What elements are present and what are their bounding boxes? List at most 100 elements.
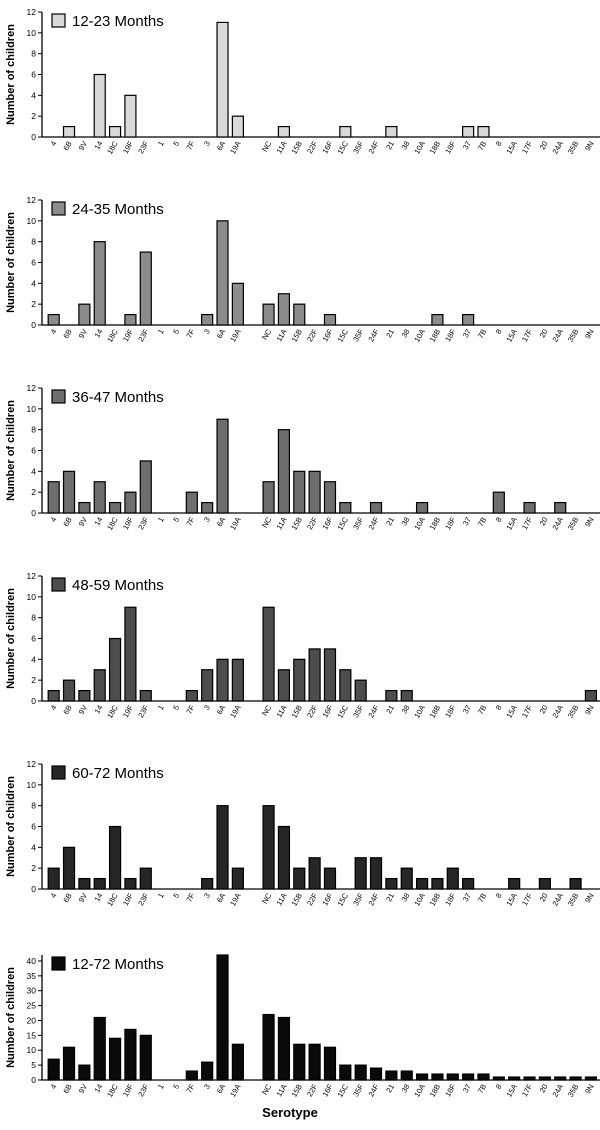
bar bbox=[231, 115, 244, 138]
bar bbox=[323, 867, 337, 890]
bar bbox=[62, 470, 76, 514]
bar bbox=[308, 1043, 321, 1081]
x-tick-label: 15B bbox=[290, 328, 304, 344]
bar bbox=[462, 313, 475, 326]
x-tick-label: 37 bbox=[461, 328, 473, 340]
x-tick-label: 35F bbox=[351, 703, 365, 719]
x-tick-label: 5 bbox=[171, 140, 181, 148]
x-tick-label: 18B bbox=[428, 892, 442, 908]
x-tick-label: 24A bbox=[550, 328, 564, 344]
y-tick-label: 8 bbox=[31, 801, 36, 811]
x-tick-label: 18C bbox=[105, 703, 120, 720]
bar bbox=[108, 1037, 122, 1081]
bar bbox=[231, 282, 244, 326]
bar bbox=[323, 648, 337, 702]
y-tick-label: 2 bbox=[31, 299, 36, 309]
bar bbox=[400, 867, 413, 890]
bar bbox=[185, 1070, 198, 1081]
bar bbox=[369, 501, 383, 514]
x-tick-label: 5 bbox=[171, 516, 181, 524]
x-tick-label: 15C bbox=[335, 327, 350, 344]
x-tick-label: 19F bbox=[121, 703, 135, 719]
bar bbox=[47, 481, 60, 514]
x-tick-label: 18C bbox=[105, 139, 120, 156]
bar bbox=[369, 1067, 383, 1081]
x-tick-label: 21 bbox=[384, 704, 396, 716]
x-tick-label: 3 bbox=[202, 704, 212, 712]
y-tick-label: 5 bbox=[31, 1060, 36, 1070]
x-tick-label: 18B bbox=[428, 704, 442, 720]
x-tick-label: 22F bbox=[305, 1082, 319, 1098]
x-tick-label: 38 bbox=[399, 1083, 411, 1095]
x-tick-label: 37 bbox=[461, 140, 473, 152]
x-tick-label: 1 bbox=[156, 704, 166, 712]
x-tick-label: 15C bbox=[335, 515, 350, 532]
bar bbox=[293, 470, 306, 514]
bar bbox=[62, 679, 76, 702]
x-tick-label: 16F bbox=[320, 515, 334, 531]
bar bbox=[62, 125, 76, 138]
bar bbox=[139, 251, 152, 326]
bar bbox=[277, 669, 291, 702]
x-tick-label: 7F bbox=[184, 703, 196, 715]
x-tick-label: 35F bbox=[351, 327, 365, 343]
x-tick-label: 7F bbox=[184, 327, 196, 339]
bar bbox=[201, 313, 214, 326]
bar bbox=[523, 1076, 536, 1081]
y-tick-label: 12 bbox=[27, 759, 37, 769]
x-tick-label: 10A bbox=[412, 1083, 426, 1099]
bar bbox=[277, 1016, 291, 1081]
x-tick-label: 14 bbox=[92, 892, 104, 904]
x-tick-label: 6B bbox=[61, 140, 73, 152]
x-tick-label: 7B bbox=[476, 704, 488, 716]
x-tick-label: 11A bbox=[274, 516, 288, 532]
bar bbox=[201, 877, 214, 890]
x-tick-label: 17F bbox=[520, 515, 534, 531]
y-tick-label: 0 bbox=[31, 132, 36, 142]
bar bbox=[277, 429, 291, 514]
x-tick-label: 15B bbox=[290, 704, 304, 720]
x-tick-label: 15B bbox=[290, 1083, 304, 1099]
x-tick-label: 19F bbox=[121, 139, 135, 155]
y-tick-label: 30 bbox=[27, 986, 37, 996]
x-tick-label: 21 bbox=[384, 328, 396, 340]
bar bbox=[277, 825, 291, 890]
bar bbox=[93, 669, 106, 702]
x-tick-label: 7B bbox=[476, 328, 488, 340]
x-tick-label: 8 bbox=[494, 704, 504, 712]
x-tick-label: 1 bbox=[156, 328, 166, 336]
x-tick-label: 19F bbox=[121, 327, 135, 343]
bar bbox=[47, 689, 60, 702]
y-tick-label: 8 bbox=[31, 425, 36, 435]
y-axis-title: Number of children bbox=[5, 400, 17, 501]
x-tick-label: 11A bbox=[274, 704, 288, 720]
x-tick-label: 11A bbox=[274, 1083, 288, 1099]
bar bbox=[93, 481, 106, 514]
legend-label: 60-72 Months bbox=[72, 765, 164, 782]
x-tick-label: 6B bbox=[61, 328, 73, 340]
x-tick-label: 35F bbox=[351, 1082, 365, 1098]
bar bbox=[354, 857, 367, 890]
bar bbox=[323, 481, 337, 514]
x-tick-label: 6A bbox=[215, 892, 227, 904]
x-tick-label: 15C bbox=[335, 1082, 350, 1099]
bar bbox=[231, 658, 244, 702]
bar bbox=[47, 1058, 60, 1081]
legend-swatch bbox=[51, 201, 66, 216]
bar bbox=[231, 867, 244, 890]
x-tick-label: 6B bbox=[61, 1083, 73, 1095]
x-tick-label: 19A bbox=[228, 140, 242, 156]
x-tick-label: 18B bbox=[428, 140, 442, 156]
x-tick-label: 10A bbox=[412, 140, 426, 156]
y-tick-label: 20 bbox=[27, 1015, 37, 1025]
legend-swatch bbox=[51, 389, 66, 404]
x-tick-label: 10A bbox=[412, 328, 426, 344]
y-tick-label: 4 bbox=[31, 278, 36, 288]
x-tick-label: 18F bbox=[443, 1082, 457, 1098]
